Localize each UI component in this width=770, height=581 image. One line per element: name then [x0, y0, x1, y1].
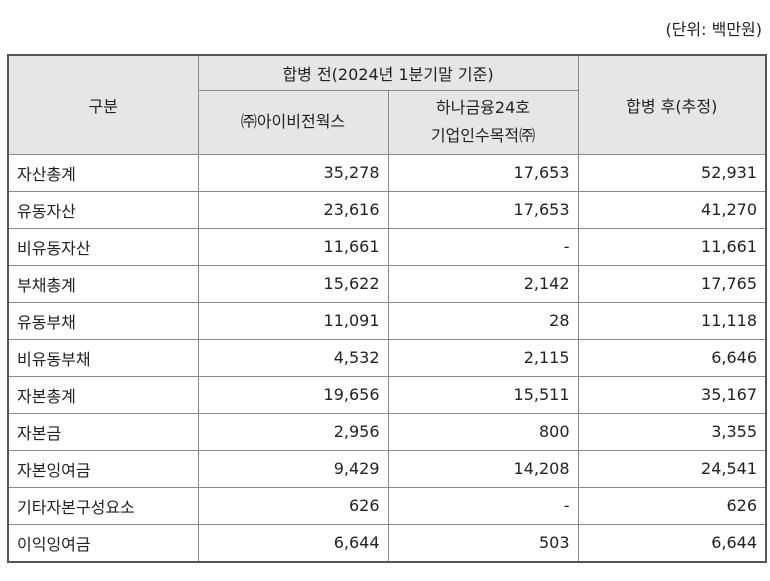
cell-company-b: 15,511 — [387, 375, 579, 414]
cell-after-merger: 3,355 — [577, 412, 767, 451]
table-row: 부채총계 15,622 2,142 17,765 — [7, 264, 767, 303]
cell-company-b: - — [387, 486, 579, 525]
cell-company-a: 626 — [197, 486, 389, 525]
header-category: 구분 — [7, 54, 199, 155]
cell-company-b: 503 — [387, 523, 579, 562]
cell-company-b: 17,653 — [387, 190, 579, 229]
merger-financial-table: 구분 합병 전(2024년 1분기말 기준) 합병 후(추정) ㈜아이비전웍스 … — [7, 54, 767, 563]
header-before-merger: 합병 전(2024년 1분기말 기준) — [197, 54, 579, 91]
cell-company-a: 23,616 — [197, 190, 389, 229]
cell-company-b: 17,653 — [387, 153, 579, 192]
table-row: 기타자본구성요소 626-626 — [7, 486, 767, 525]
cell-company-a: 9,429 — [197, 449, 389, 488]
cell-after-merger: 626 — [577, 486, 767, 525]
unit-note: (단위: 백만원) — [665, 20, 762, 39]
row-label: 자산총계 — [7, 153, 199, 192]
table-row: 자본잉여금 9,429 14,208 24,541 — [7, 449, 767, 488]
cell-after-merger: 35,167 — [577, 375, 767, 414]
header-after-merger: 합병 후(추정) — [577, 54, 767, 155]
row-label: 자본잉여금 — [7, 449, 199, 488]
cell-after-merger: 52,931 — [577, 153, 767, 192]
table-row: 비유동자산 11,661-11,661 — [7, 227, 767, 266]
cell-after-merger: 11,661 — [577, 227, 767, 266]
cell-company-a: 6,644 — [197, 523, 389, 562]
row-label: 부채총계 — [7, 264, 199, 303]
cell-company-a: 2,956 — [197, 412, 389, 451]
cell-company-b: 14,208 — [387, 449, 579, 488]
row-label: 비유동자산 — [7, 227, 199, 266]
cell-after-merger: 6,646 — [577, 338, 767, 377]
table-row: 유동자산 23,616 17,653 41,270 — [7, 190, 767, 229]
cell-company-a: 19,656 — [197, 375, 389, 414]
cell-after-merger: 11,118 — [577, 301, 767, 340]
cell-company-b: 28 — [387, 301, 579, 340]
cell-company-a: 15,622 — [197, 264, 389, 303]
row-label: 유동부채 — [7, 301, 199, 340]
header-company-b: 하나금융24호 기업인수목적㈜ — [387, 89, 579, 155]
header-company-b-line1: 하나금융24호 — [436, 98, 530, 117]
row-label: 자본금 — [7, 412, 199, 451]
cell-after-merger: 17,765 — [577, 264, 767, 303]
cell-company-a: 11,661 — [197, 227, 389, 266]
cell-after-merger: 41,270 — [577, 190, 767, 229]
header-company-a: ㈜아이비전웍스 — [197, 89, 389, 155]
row-label: 비유동부채 — [7, 338, 199, 377]
table-row: 유동부채 11,091 28 11,118 — [7, 301, 767, 340]
cell-after-merger: 6,644 — [577, 523, 767, 562]
cell-company-a: 4,532 — [197, 338, 389, 377]
row-label: 자본총계 — [7, 375, 199, 414]
table-row: 자본총계 19,656 15,511 35,167 — [7, 375, 767, 414]
cell-company-a: 35,278 — [197, 153, 389, 192]
row-label: 이익잉여금 — [7, 523, 199, 562]
cell-company-a: 11,091 — [197, 301, 389, 340]
header-company-b-line2: 기업인수목적㈜ — [430, 126, 536, 145]
cell-company-b: 2,115 — [387, 338, 579, 377]
table-row: 비유동부채 4,532 2,115 6,646 — [7, 338, 767, 377]
cell-company-b: 2,142 — [387, 264, 579, 303]
cell-company-b: - — [387, 227, 579, 266]
cell-after-merger: 24,541 — [577, 449, 767, 488]
table-row: 자본금 2,956 800 3,355 — [7, 412, 767, 451]
table-row: 자산총계 35,278 17,653 52,931 — [7, 153, 767, 192]
row-label: 기타자본구성요소 — [7, 486, 199, 525]
row-label: 유동자산 — [7, 190, 199, 229]
cell-company-b: 800 — [387, 412, 579, 451]
table-body: 자산총계 35,278 17,653 52,931 유동자산 23,616 17,653 41… — [7, 153, 767, 562]
table-row: 이익잉여금 6,644 503 6,644 — [7, 523, 767, 562]
